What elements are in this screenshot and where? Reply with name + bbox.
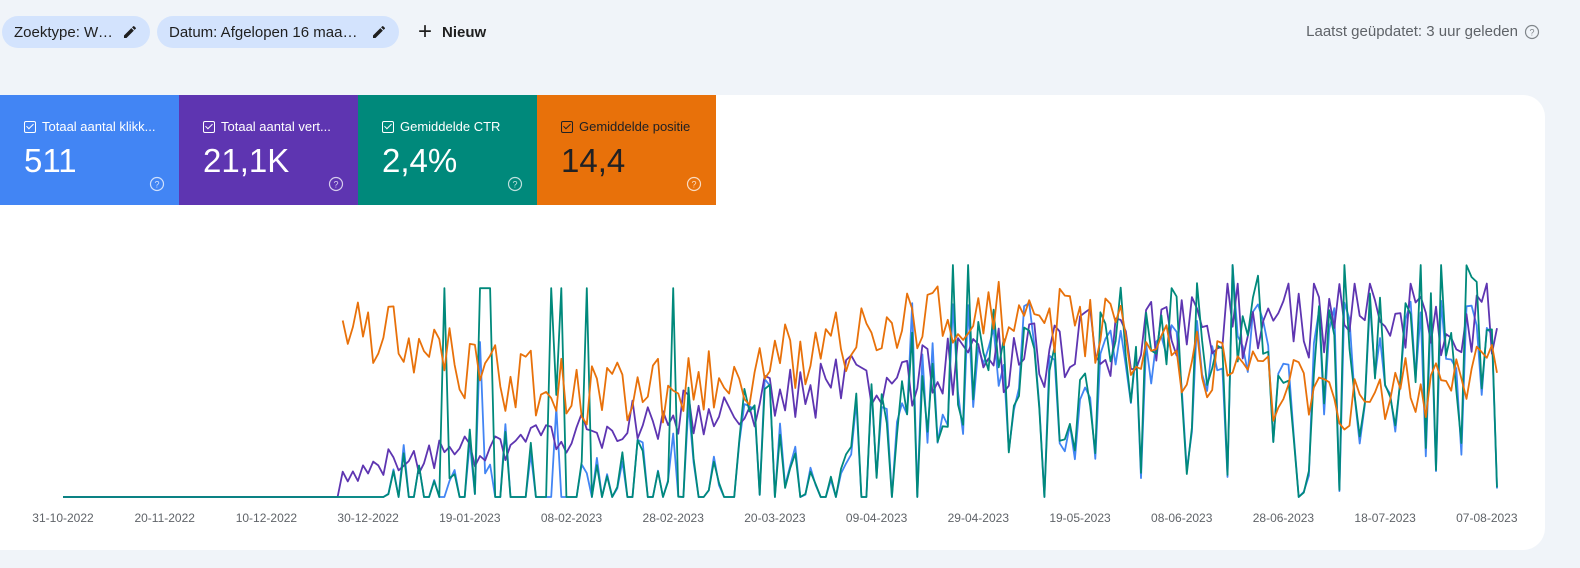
last-updated-status: Laatst geüpdatet: 3 uur geleden ? xyxy=(1306,23,1540,40)
metric-label: Totaal aantal klikk... xyxy=(42,119,156,134)
x-tick-label: 07-08-2023 xyxy=(1456,511,1518,525)
x-tick-label: 20-03-2023 xyxy=(744,511,806,525)
metric-tile-impressions[interactable]: Totaal aantal vert... 21,1K ? xyxy=(179,95,358,205)
x-tick-label: 28-06-2023 xyxy=(1253,511,1315,525)
svg-text:?: ? xyxy=(1529,27,1534,37)
checkbox-checked-icon[interactable] xyxy=(203,120,215,133)
checkbox-checked-icon[interactable] xyxy=(561,120,573,133)
x-tick-label: 19-01-2023 xyxy=(439,511,501,525)
svg-text:?: ? xyxy=(691,179,696,189)
x-tick-label: 08-02-2023 xyxy=(541,511,603,525)
help-circle-icon[interactable]: ? xyxy=(686,176,702,192)
help-circle-icon[interactable]: ? xyxy=(1524,24,1540,40)
date-filter-chip[interactable]: Datum: Afgelopen 16 maan... xyxy=(157,16,399,48)
series-line-ctr xyxy=(63,264,1498,498)
svg-text:?: ? xyxy=(512,179,517,189)
metric-value: 2,4% xyxy=(382,142,458,179)
plus-icon: + xyxy=(418,18,433,45)
performance-line-chart[interactable]: 31-10-2022 20-11-2022 10-12-2022 30-12-2022… xyxy=(0,240,1545,540)
metric-tile-position[interactable]: Gemiddelde positie 14,4 ? xyxy=(537,95,716,205)
x-tick-label: 18-07-2023 xyxy=(1354,511,1416,525)
pencil-icon[interactable] xyxy=(371,24,387,40)
search-type-chip-label: Zoektype: Web xyxy=(14,23,115,41)
metric-value: 14,4 xyxy=(561,142,626,179)
pencil-icon[interactable] xyxy=(122,24,138,40)
date-chip-label: Datum: Afgelopen 16 maan... xyxy=(169,23,364,41)
x-tick-label: 08-06-2023 xyxy=(1151,511,1213,525)
help-circle-icon[interactable]: ? xyxy=(507,176,523,192)
new-filter-button[interactable]: + Nieuw xyxy=(412,16,492,48)
x-tick-label: 30-12-2022 xyxy=(337,511,399,525)
metric-value: 511 xyxy=(24,142,77,179)
series-line-position xyxy=(341,280,1498,431)
series-line-impressions xyxy=(63,282,1498,498)
metric-label: Gemiddelde CTR xyxy=(400,119,501,134)
x-tick-label: 09-04-2023 xyxy=(846,511,908,525)
toolbar: Zoektype: Web Datum: Afgelopen 16 maan..… xyxy=(0,0,1580,64)
x-tick-label: 19-05-2023 xyxy=(1049,511,1111,525)
metric-label: Gemiddelde positie xyxy=(579,119,691,134)
metric-tile-clicks[interactable]: Totaal aantal klikk... 511 ? xyxy=(0,95,179,205)
help-circle-icon[interactable]: ? xyxy=(328,176,344,192)
x-tick-label: 29-04-2023 xyxy=(948,511,1010,525)
svg-text:?: ? xyxy=(154,179,159,189)
x-tick-label: 31-10-2022 xyxy=(32,511,94,525)
checkbox-checked-icon[interactable] xyxy=(382,120,394,133)
help-circle-icon[interactable]: ? xyxy=(149,176,165,192)
search-type-filter-chip[interactable]: Zoektype: Web xyxy=(2,16,150,48)
new-button-label: Nieuw xyxy=(442,23,487,41)
x-tick-label: 10-12-2022 xyxy=(236,511,298,525)
x-tick-label: 28-02-2023 xyxy=(643,511,705,525)
last-updated-text: Laatst geüpdatet: 3 uur geleden xyxy=(1306,23,1518,40)
metric-label: Totaal aantal vert... xyxy=(221,119,331,134)
checkbox-checked-icon[interactable] xyxy=(24,120,36,133)
metric-value: 21,1K xyxy=(203,142,290,179)
metric-tile-ctr[interactable]: Gemiddelde CTR 2,4% ? xyxy=(358,95,537,205)
x-tick-label: 20-11-2022 xyxy=(134,511,195,525)
svg-text:?: ? xyxy=(333,179,338,189)
